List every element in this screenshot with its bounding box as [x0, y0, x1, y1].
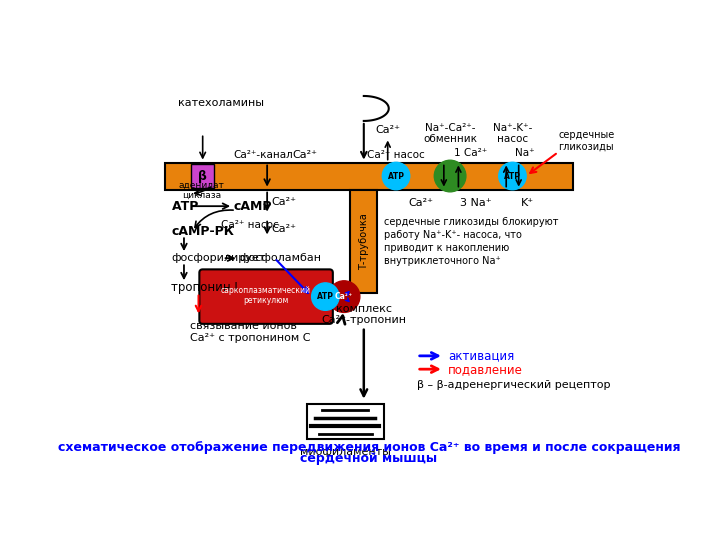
Text: Ca²⁺ с тропонином С: Ca²⁺ с тропонином С — [190, 333, 311, 343]
Text: ретикулюм: ретикулюм — [243, 296, 289, 305]
FancyBboxPatch shape — [199, 269, 333, 324]
Text: АТР: АТР — [171, 200, 199, 213]
Text: β: β — [198, 170, 207, 183]
Text: фосфорилирует: фосфорилирует — [171, 253, 266, 263]
Text: Ca²⁺ насос: Ca²⁺ насос — [220, 220, 279, 230]
Text: аденилат
циклаза: аденилат циклаза — [179, 180, 225, 200]
Text: миофиламенты: миофиламенты — [300, 447, 390, 456]
Text: комплекс: комплекс — [336, 304, 392, 314]
Text: сАМР: сАМР — [234, 200, 272, 213]
Text: сАМР-РК: сАМР-РК — [171, 225, 235, 238]
Text: Ca²⁺: Ca²⁺ — [271, 224, 297, 234]
Circle shape — [328, 281, 360, 313]
Text: АТР: АТР — [504, 172, 521, 180]
Text: Na⁺-K⁺-: Na⁺-K⁺- — [492, 124, 532, 133]
Text: 1 Ca²⁺: 1 Ca²⁺ — [454, 148, 487, 158]
Text: Na⁺-Ca²⁺-: Na⁺-Ca²⁺- — [425, 124, 475, 133]
Text: Ca²⁺: Ca²⁺ — [408, 198, 433, 208]
Text: саркоплазматический: саркоплазматический — [221, 286, 311, 295]
Text: связывание ионов: связывание ионов — [190, 321, 297, 330]
FancyBboxPatch shape — [166, 163, 572, 190]
Text: Т-трубочка: Т-трубочка — [359, 213, 369, 270]
Text: Ca²⁺: Ca²⁺ — [292, 151, 317, 160]
Text: сердечные
гликозиды: сердечные гликозиды — [558, 130, 614, 152]
Text: АТР: АТР — [387, 172, 405, 180]
Text: фосфоламбан: фосфоламбан — [239, 253, 321, 263]
Circle shape — [312, 283, 339, 310]
Circle shape — [434, 160, 466, 192]
Text: 3 Na⁺: 3 Na⁺ — [461, 198, 492, 208]
Text: Ca²⁺: Ca²⁺ — [271, 197, 297, 207]
Text: β – β-адренергический рецептор: β – β-адренергический рецептор — [417, 380, 611, 390]
Text: Ca²⁺-канал: Ca²⁺-канал — [233, 151, 293, 160]
Text: K⁺: K⁺ — [521, 198, 534, 208]
Text: Ca²⁺ насос: Ca²⁺ насос — [367, 151, 425, 160]
Text: схематическое отображение передвижения ионов Ca²⁺ во время и после сокращения: схематическое отображение передвижения и… — [58, 441, 680, 454]
Text: Ca²⁺: Ca²⁺ — [375, 125, 400, 136]
FancyBboxPatch shape — [351, 190, 377, 294]
Text: Ca²⁺-тропонин: Ca²⁺-тропонин — [321, 315, 406, 325]
Text: подавление: подавление — [448, 363, 523, 376]
Text: обменник: обменник — [423, 134, 477, 144]
FancyBboxPatch shape — [307, 404, 384, 439]
Text: сердечные гликозиды блокируют
работу Na⁺-K⁺- насоса, что
приводит к накоплению
в: сердечные гликозиды блокируют работу Na⁺… — [384, 217, 558, 266]
Text: АТР: АТР — [317, 292, 334, 301]
Text: сердечной мышцы: сердечной мышцы — [300, 452, 438, 465]
Text: Na⁺: Na⁺ — [515, 148, 534, 158]
Text: тропонин I: тропонин I — [171, 281, 238, 294]
FancyBboxPatch shape — [192, 164, 214, 188]
Text: насос: насос — [497, 134, 528, 144]
Circle shape — [499, 163, 526, 190]
Circle shape — [382, 163, 410, 190]
Text: активация: активация — [448, 349, 514, 362]
Text: Ca²⁺: Ca²⁺ — [335, 292, 354, 301]
Text: катехоламины: катехоламины — [178, 98, 264, 109]
